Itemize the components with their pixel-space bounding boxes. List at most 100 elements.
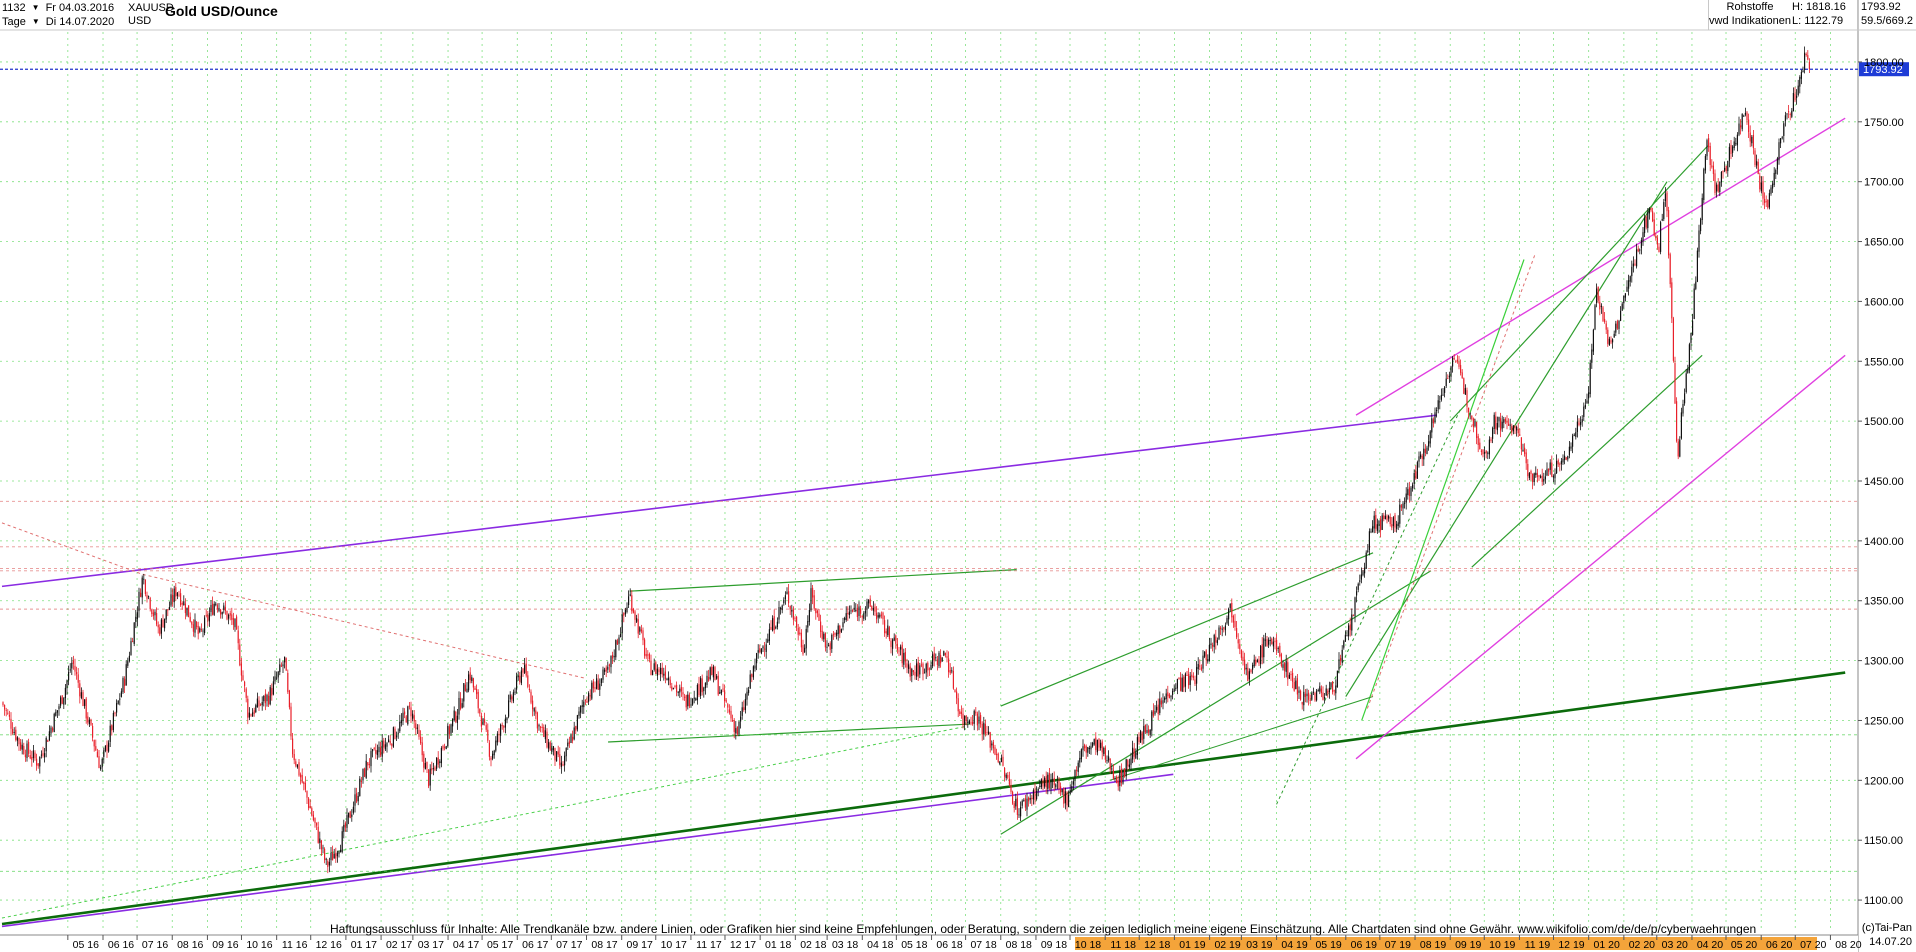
candle-body	[380, 747, 382, 756]
candle-body	[885, 631, 887, 634]
candle-body	[751, 674, 753, 677]
candle-body	[255, 705, 257, 713]
candle-body	[1548, 468, 1550, 472]
candle-body	[148, 596, 150, 598]
candle-body	[1349, 624, 1351, 630]
y-tick-label: 1400.00	[1864, 536, 1904, 548]
candle-body	[1727, 160, 1729, 172]
candle-body	[394, 728, 396, 740]
candle-body	[1373, 515, 1375, 529]
candle-body	[15, 729, 17, 740]
candle-body	[1384, 515, 1386, 520]
candle-body	[1445, 378, 1447, 387]
candle-body	[143, 578, 145, 580]
candle-body	[738, 721, 740, 735]
candle-body	[247, 698, 249, 718]
candle-body	[805, 628, 807, 649]
candle-body	[400, 720, 402, 724]
candle-body	[92, 725, 94, 738]
candle-body	[1640, 239, 1642, 249]
candle-body	[1164, 697, 1166, 700]
dropdown-arrow-icon[interactable]: ▼	[31, 17, 40, 26]
candle-body	[1442, 394, 1444, 396]
candle-body	[597, 680, 599, 690]
candle-body	[1184, 673, 1186, 687]
candle-body	[34, 752, 36, 759]
candle-body	[223, 605, 225, 610]
candle-body	[823, 633, 825, 640]
bar-count[interactable]: 1132	[2, 2, 26, 14]
candle-body	[1757, 161, 1759, 174]
candle-body	[492, 753, 494, 759]
candle-body	[1636, 249, 1638, 267]
candle-body	[501, 725, 503, 727]
candle-body	[1234, 620, 1236, 628]
candle-body	[1493, 414, 1495, 429]
candle-body	[1248, 671, 1250, 680]
candle-body	[431, 768, 433, 771]
candle-body	[1052, 779, 1054, 782]
candle-body	[1026, 798, 1028, 810]
candle-body	[114, 712, 116, 714]
candle-body	[1271, 638, 1273, 645]
candle-body	[1436, 409, 1438, 411]
candle-body	[804, 647, 806, 653]
candle-body	[936, 659, 938, 665]
candle-body	[1660, 222, 1662, 252]
candle-body	[954, 690, 956, 693]
candle-body	[21, 744, 23, 750]
candle-body	[704, 682, 706, 689]
candle-body	[1338, 659, 1340, 670]
candle-body	[1599, 301, 1601, 310]
candle-body	[191, 621, 193, 625]
candle-body	[1557, 460, 1559, 465]
header-left: 1132 ▼ Fr 04.03.2016 Tage ▼ Di 14.07.202…	[2, 1, 114, 31]
candle-body	[1047, 774, 1049, 790]
candle-body	[1748, 119, 1750, 133]
candle-body	[1439, 401, 1441, 403]
candle-body	[1205, 650, 1207, 661]
trend-line	[1345, 181, 1668, 697]
candle-body	[416, 727, 418, 729]
x-tick-label: 07 16	[142, 939, 168, 951]
candle-body	[367, 762, 369, 766]
candle-body	[1221, 628, 1223, 630]
y-tick-label: 1300.00	[1864, 656, 1904, 668]
candle-body	[229, 613, 231, 616]
candle-body	[1388, 515, 1390, 519]
candle-body	[1092, 742, 1094, 747]
candle-body	[762, 646, 764, 649]
candle-body	[354, 794, 356, 806]
candle-body	[109, 725, 111, 742]
candle-body	[536, 712, 538, 729]
candle-body	[1316, 690, 1318, 701]
candle-body	[1090, 746, 1092, 750]
candle-body	[1367, 550, 1369, 552]
candle-body	[1453, 358, 1455, 360]
timeframe-select[interactable]: Tage	[2, 16, 26, 28]
candle-body	[1586, 400, 1588, 404]
candle-body	[375, 749, 377, 754]
candle-body	[580, 706, 582, 713]
dropdown-arrow-icon[interactable]: ▼	[31, 3, 40, 12]
candle-body	[1549, 462, 1551, 470]
x-tick-label: 12 17	[730, 939, 756, 951]
candle-body	[1485, 450, 1487, 454]
candle-body	[239, 644, 241, 666]
candle-body	[1301, 702, 1303, 705]
candle-body	[540, 726, 542, 728]
candle-body	[1151, 711, 1153, 731]
candle-body	[525, 663, 527, 676]
x-tick-label: 09 17	[627, 939, 653, 951]
candle-body	[1263, 638, 1265, 658]
candle-body	[1444, 387, 1446, 393]
candle-body	[372, 749, 374, 752]
candle-body	[858, 606, 860, 617]
candle-body	[1018, 814, 1020, 816]
candle-body	[866, 601, 868, 610]
candle-body	[1175, 687, 1177, 689]
candle-body	[615, 640, 617, 658]
candle-body	[1082, 746, 1084, 751]
candle-body	[1581, 419, 1583, 423]
